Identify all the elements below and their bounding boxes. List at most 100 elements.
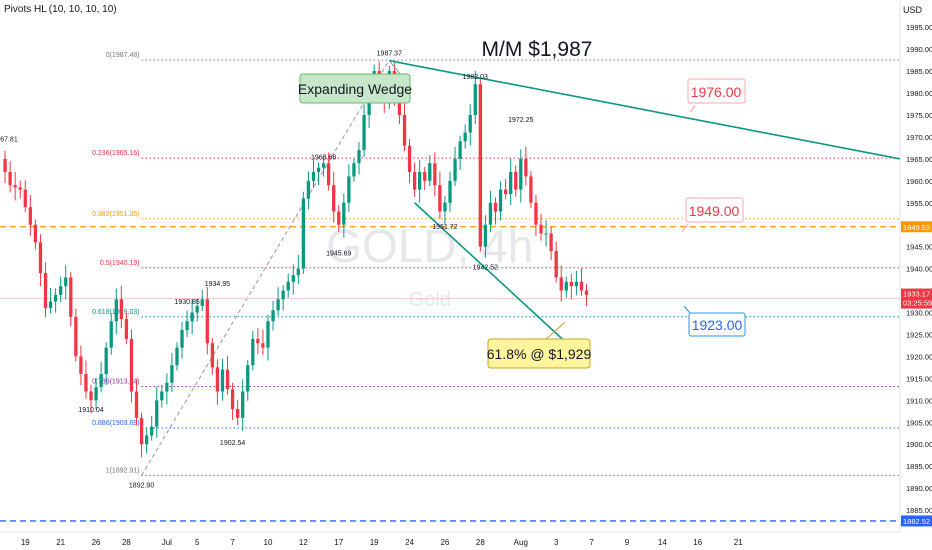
candle-body[interactable] — [362, 114, 366, 151]
candle-body[interactable] — [99, 373, 103, 388]
candle-body[interactable] — [230, 389, 235, 410]
candle-body[interactable] — [185, 321, 189, 331]
candle-body[interactable] — [246, 365, 250, 392]
candle-body[interactable] — [225, 369, 230, 390]
candle-body[interactable] — [458, 141, 462, 159]
candle-body[interactable] — [59, 286, 63, 295]
candle-body[interactable] — [443, 202, 447, 212]
candle-body[interactable] — [124, 319, 129, 339]
candle-body[interactable] — [564, 281, 568, 291]
candle-body[interactable] — [514, 172, 518, 190]
candle-body[interactable] — [235, 409, 240, 418]
candle-body[interactable] — [241, 391, 245, 418]
candle-body[interactable] — [160, 391, 164, 401]
candle-body[interactable] — [306, 180, 311, 199]
candle-body[interactable] — [74, 316, 78, 357]
candle-body[interactable] — [190, 312, 194, 322]
candle-body[interactable] — [534, 202, 538, 225]
fib-618-box[interactable] — [487, 338, 591, 369]
candle-body[interactable] — [367, 93, 371, 115]
candle-body[interactable] — [418, 172, 422, 190]
candle-body[interactable] — [402, 114, 407, 146]
candle-body[interactable] — [180, 330, 184, 348]
wedge-trendline[interactable] — [414, 202, 577, 353]
candle-body[interactable] — [397, 93, 402, 115]
candle-body[interactable] — [200, 299, 204, 306]
candle-body[interactable] — [584, 290, 589, 295]
candle-body[interactable] — [291, 275, 295, 282]
candle-body[interactable] — [155, 400, 159, 427]
candle-body[interactable] — [43, 273, 48, 309]
candle-body[interactable] — [175, 347, 179, 366]
candle-body[interactable] — [529, 176, 533, 203]
target-1923-box[interactable] — [688, 312, 746, 337]
candle-body[interactable] — [463, 132, 467, 142]
candle-body[interactable] — [347, 176, 351, 203]
candle-body[interactable] — [549, 233, 553, 252]
candle-body[interactable] — [327, 163, 331, 186]
candle-body[interactable] — [281, 290, 285, 300]
candle-body[interactable] — [18, 187, 22, 190]
candle-body[interactable] — [89, 391, 93, 401]
candle-body[interactable] — [210, 343, 215, 368]
candle-body[interactable] — [468, 114, 472, 133]
candle-body[interactable] — [13, 185, 17, 188]
candle-body[interactable] — [519, 158, 523, 190]
indicator-legend[interactable]: Pivots HL (10, 10, 10, 10) — [4, 4, 119, 15]
candle-body[interactable] — [109, 321, 113, 348]
candle-body[interactable] — [473, 84, 477, 115]
candle-body[interactable] — [114, 299, 118, 322]
candle-body[interactable] — [316, 167, 321, 173]
candle-body[interactable] — [28, 207, 32, 225]
candle-body[interactable] — [574, 281, 579, 287]
candle-body[interactable] — [311, 172, 316, 181]
candle-body[interactable] — [256, 338, 260, 344]
candle-body[interactable] — [498, 189, 503, 212]
candle-body[interactable] — [94, 387, 98, 401]
candle-body[interactable] — [23, 189, 27, 208]
candle-body[interactable] — [559, 277, 563, 291]
candle-body[interactable] — [139, 417, 144, 445]
candle-body[interactable] — [428, 163, 432, 181]
candle-body[interactable] — [150, 426, 154, 436]
candle-body[interactable] — [539, 224, 543, 234]
candle-body[interactable] — [332, 185, 336, 212]
candle-body[interactable] — [488, 202, 493, 225]
candle-body[interactable] — [438, 185, 442, 212]
candle-body[interactable] — [321, 163, 326, 168]
candle-body[interactable] — [544, 233, 548, 235]
candle-body[interactable] — [412, 172, 417, 190]
candle-body[interactable] — [119, 299, 123, 320]
candle-body[interactable] — [165, 382, 169, 392]
candle-body[interactable] — [407, 145, 412, 173]
candle-body[interactable] — [448, 180, 452, 203]
candle-body[interactable] — [524, 158, 528, 177]
candle-body[interactable] — [64, 277, 68, 287]
candle-body[interactable] — [104, 347, 108, 374]
expanding-wedge-box[interactable] — [299, 73, 411, 104]
candle-body[interactable] — [337, 211, 341, 225]
candle-body[interactable] — [509, 172, 513, 194]
candle-body[interactable] — [579, 281, 584, 291]
candle-body[interactable] — [357, 150, 361, 164]
candle-body[interactable] — [478, 84, 482, 247]
candle-body[interactable] — [79, 356, 83, 374]
candle-body[interactable] — [134, 391, 139, 418]
candle-body[interactable] — [286, 281, 290, 291]
candle-body[interactable] — [38, 242, 43, 273]
candle-body[interactable] — [271, 310, 275, 322]
candle-body[interactable] — [493, 202, 498, 212]
candle-body[interactable] — [554, 251, 558, 278]
candle-body[interactable] — [276, 299, 280, 311]
candle-body[interactable] — [503, 189, 508, 194]
candle-body[interactable] — [33, 224, 38, 243]
candle-body[interactable] — [453, 158, 457, 181]
candle-body[interactable] — [433, 163, 437, 186]
candle-body[interactable] — [266, 321, 270, 348]
candle-body[interactable] — [352, 163, 356, 177]
candle-body[interactable] — [53, 294, 58, 302]
candle-body[interactable] — [296, 268, 300, 276]
target-1949-box[interactable] — [685, 197, 744, 223]
candle-body[interactable] — [129, 338, 134, 392]
candle-body[interactable] — [84, 373, 88, 392]
